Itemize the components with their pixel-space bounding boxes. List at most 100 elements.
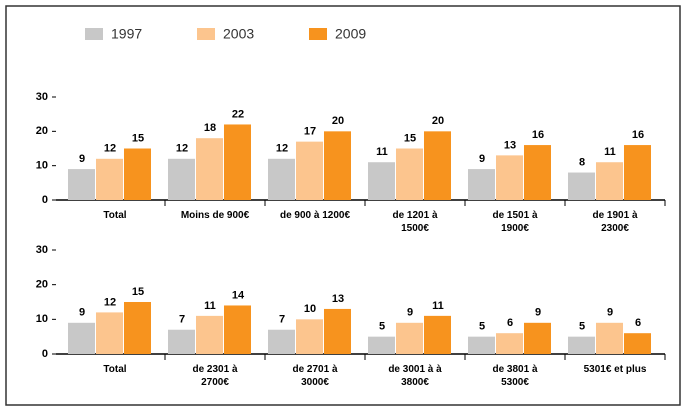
bar <box>196 138 223 200</box>
x-tick-label: de 3801 à 5300€ <box>492 364 538 388</box>
bar <box>468 336 495 354</box>
x-tick-label: Total <box>103 210 127 221</box>
value-label: 9 <box>79 153 85 165</box>
value-label: 7 <box>279 314 285 326</box>
bar <box>268 329 295 354</box>
value-label: 5 <box>379 321 385 333</box>
value-label: 11 <box>376 146 388 158</box>
y-tick-label: 10 <box>36 160 48 172</box>
value-label: 17 <box>304 126 316 138</box>
bar <box>124 148 151 200</box>
bar <box>68 322 95 354</box>
x-tick-label: de 2301 à 2700€ <box>192 364 238 388</box>
bar <box>624 145 651 200</box>
value-label: 16 <box>632 129 644 141</box>
value-label: 9 <box>79 307 85 319</box>
y-tick-label: 20 <box>36 125 48 137</box>
bar <box>224 124 251 200</box>
y-tick-label: 0 <box>42 194 48 206</box>
legend-swatch <box>309 28 327 40</box>
frame <box>5 5 681 406</box>
bar <box>296 141 323 200</box>
value-label: 9 <box>607 307 613 319</box>
x-tick-label: 5301€ et plus <box>583 364 647 375</box>
bar <box>524 145 551 200</box>
bar <box>368 162 395 200</box>
x-tick-label: de 1201 à 1500€ <box>392 210 438 234</box>
bar <box>324 308 351 354</box>
value-label: 15 <box>132 132 144 144</box>
bar <box>468 169 495 200</box>
bar <box>124 302 151 354</box>
bar <box>396 148 423 200</box>
x-tick-label: de 3001 à à 3800€ <box>388 364 442 388</box>
bar <box>396 322 423 354</box>
bar <box>496 333 523 354</box>
value-label: 9 <box>479 153 485 165</box>
value-label: 6 <box>635 317 641 329</box>
bar <box>624 333 651 354</box>
value-label: 13 <box>504 139 516 151</box>
bar <box>424 131 451 200</box>
value-label: 7 <box>179 314 185 326</box>
bar <box>296 319 323 354</box>
value-label: 11 <box>604 146 616 158</box>
bar <box>96 158 123 200</box>
bar <box>268 158 295 200</box>
bar <box>524 322 551 354</box>
value-label: 9 <box>535 307 541 319</box>
value-label: 11 <box>432 300 444 312</box>
value-label: 12 <box>104 143 116 155</box>
bar <box>496 155 523 200</box>
value-label: 15 <box>132 286 144 298</box>
bar <box>568 172 595 200</box>
value-label: 5 <box>579 321 585 333</box>
legend-swatch <box>197 28 215 40</box>
value-label: 8 <box>579 156 585 168</box>
x-tick-label: Total <box>103 364 127 375</box>
value-label: 15 <box>404 132 416 144</box>
value-label: 13 <box>332 293 344 305</box>
value-label: 14 <box>232 289 245 301</box>
bar <box>224 305 251 354</box>
value-label: 10 <box>304 303 316 315</box>
bar <box>596 162 623 200</box>
y-tick-label: 30 <box>36 91 48 103</box>
bar <box>68 169 95 200</box>
value-label: 5 <box>479 321 485 333</box>
legend-swatch <box>85 28 103 40</box>
bar <box>324 131 351 200</box>
value-label: 22 <box>232 108 244 120</box>
value-label: 12 <box>104 296 116 308</box>
legend-label: 2003 <box>223 26 254 42</box>
value-label: 20 <box>432 115 444 127</box>
x-tick-label: Moins de 900€ <box>180 210 250 221</box>
value-label: 18 <box>204 122 216 134</box>
value-label: 20 <box>332 115 344 127</box>
bar <box>424 315 451 354</box>
x-tick-label: de 1501 à 1900€ <box>492 210 538 234</box>
bar <box>168 158 195 200</box>
value-label: 6 <box>507 317 513 329</box>
bar <box>196 315 223 354</box>
value-label: 16 <box>532 129 544 141</box>
x-tick-label: de 1901 à 2300€ <box>592 210 638 234</box>
value-label: 12 <box>276 143 288 155</box>
y-tick-label: 0 <box>42 348 48 360</box>
bar <box>168 329 195 354</box>
value-label: 11 <box>204 300 216 312</box>
bar <box>568 336 595 354</box>
legend-label: 1997 <box>111 26 142 42</box>
bar <box>596 322 623 354</box>
value-label: 9 <box>407 307 413 319</box>
bar <box>368 336 395 354</box>
bar <box>96 312 123 354</box>
legend-label: 2009 <box>335 26 366 42</box>
y-tick-label: 20 <box>36 279 48 291</box>
y-tick-label: 10 <box>36 313 48 325</box>
x-tick-label: de 900 à 1200€ <box>279 210 351 221</box>
value-label: 12 <box>176 143 188 155</box>
x-tick-label: de 2701 à 3000€ <box>292 364 338 388</box>
